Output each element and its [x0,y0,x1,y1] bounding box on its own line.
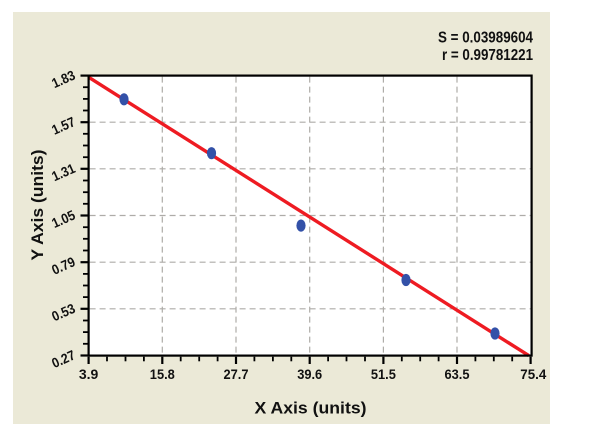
svg-text:27.7: 27.7 [224,366,249,382]
svg-text:0.79: 0.79 [49,254,77,278]
svg-text:1.31: 1.31 [49,161,77,185]
svg-text:1.57: 1.57 [49,114,77,138]
svg-text:0.27: 0.27 [49,347,77,371]
svg-text:1.05: 1.05 [49,207,77,231]
svg-text:X Axis (units): X Axis (units) [255,399,367,418]
svg-text:r = 0.99781221: r = 0.99781221 [442,47,533,64]
svg-text:3.9: 3.9 [79,366,99,382]
svg-text:39.6: 39.6 [297,366,322,382]
svg-text:0.53: 0.53 [49,301,77,325]
svg-text:S = 0.03989604: S = 0.03989604 [438,29,533,46]
svg-text:Y Axis (units): Y Axis (units) [28,150,47,261]
svg-text:1.83: 1.83 [49,68,77,92]
svg-text:15.8: 15.8 [150,366,175,382]
svg-text:51.5: 51.5 [371,366,396,382]
svg-text:63.5: 63.5 [445,366,470,382]
svg-text:75.4: 75.4 [520,366,546,382]
